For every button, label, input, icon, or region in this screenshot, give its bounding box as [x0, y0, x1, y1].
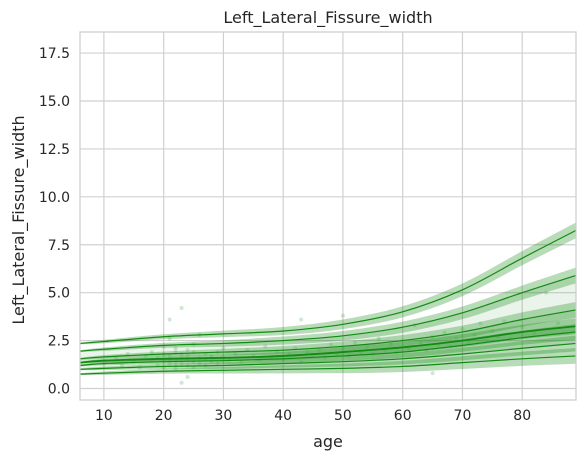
x-tick-label: 40 — [274, 408, 292, 424]
centile-line — [79, 331, 577, 367]
x-tick-label: 60 — [394, 408, 412, 424]
x-tick-label: 30 — [215, 408, 233, 424]
plot-frame — [79, 31, 577, 401]
centile-line — [79, 355, 577, 375]
centile-line — [79, 274, 577, 352]
data-point — [299, 317, 304, 322]
data-point — [209, 353, 214, 358]
data-point — [179, 380, 184, 385]
y-axis-label: Left_Lateral_Fissure_width — [9, 115, 29, 324]
y-tick-label: 2.5 — [48, 334, 70, 350]
y-tick-label: 15.0 — [39, 94, 70, 110]
data-point — [263, 344, 268, 349]
uncertainty-band — [80, 348, 576, 376]
data-point — [532, 330, 537, 335]
data-point — [185, 348, 190, 353]
data-point — [388, 342, 393, 347]
x-tick-label: 10 — [95, 408, 113, 424]
data-point — [167, 336, 172, 341]
data-point — [364, 344, 369, 349]
centile-line — [79, 309, 577, 360]
data-point — [167, 353, 172, 358]
data-point — [340, 313, 345, 318]
data-point — [317, 348, 322, 353]
data-point — [221, 346, 226, 351]
data-point — [502, 319, 507, 324]
y-tick-label: 5.0 — [48, 286, 70, 302]
data-point — [167, 361, 172, 366]
data-point — [466, 340, 471, 345]
centile-line — [79, 229, 577, 345]
data-point — [275, 350, 280, 355]
y-tick-label: 0.0 — [48, 382, 70, 398]
data-point — [556, 321, 561, 326]
data-point — [179, 361, 184, 366]
uncertainty-band — [80, 222, 576, 345]
data-point — [340, 346, 345, 351]
data-point — [430, 371, 435, 376]
data-point — [305, 350, 310, 355]
data-point — [328, 342, 333, 347]
plot-area: 10 20 30 40 50 60 70 80 0.0 2.5 5.0 7.5 10.0 12.5 15.0… — [39, 31, 577, 424]
centile-line — [79, 325, 577, 364]
data-point — [215, 361, 220, 366]
data-point — [472, 332, 477, 337]
data-point — [442, 330, 447, 335]
data-point — [209, 359, 214, 364]
data-point — [167, 317, 172, 322]
data-point — [418, 340, 423, 345]
data-point — [179, 306, 184, 310]
y-tick-label: 17.5 — [39, 46, 70, 62]
x-axis-label: age — [313, 432, 343, 451]
data-point — [544, 290, 549, 295]
central-band — [80, 275, 576, 370]
data-point — [197, 361, 202, 366]
data-point — [460, 327, 465, 332]
y-tick-label: 12.5 — [39, 142, 70, 158]
data-point — [119, 363, 124, 368]
data-point — [490, 329, 495, 333]
data-point — [125, 352, 130, 356]
data-point — [520, 325, 525, 330]
data-point — [454, 336, 459, 341]
x-tick-label: 80 — [513, 408, 531, 424]
x-tick-label: 20 — [155, 408, 173, 424]
data-point — [149, 350, 154, 355]
data-point — [352, 340, 357, 345]
data-point — [173, 367, 178, 372]
y-tick-label: 7.5 — [48, 238, 70, 254]
x-tick-label: 70 — [454, 408, 472, 424]
data-point — [185, 353, 190, 358]
y-tick-label: 10.0 — [39, 190, 70, 206]
data-point — [376, 336, 381, 341]
centile-line — [79, 342, 577, 370]
uncertainty-band — [80, 302, 576, 360]
data-point — [173, 346, 178, 351]
x-tick-label: 50 — [334, 408, 352, 424]
data-point — [484, 338, 489, 343]
data-point — [478, 321, 483, 326]
uncertainty-band — [80, 267, 576, 353]
data-point — [173, 363, 178, 368]
data-point — [233, 352, 238, 356]
chart-title: Left_Lateral_Fissure_width — [223, 8, 432, 28]
data-point — [185, 375, 190, 379]
